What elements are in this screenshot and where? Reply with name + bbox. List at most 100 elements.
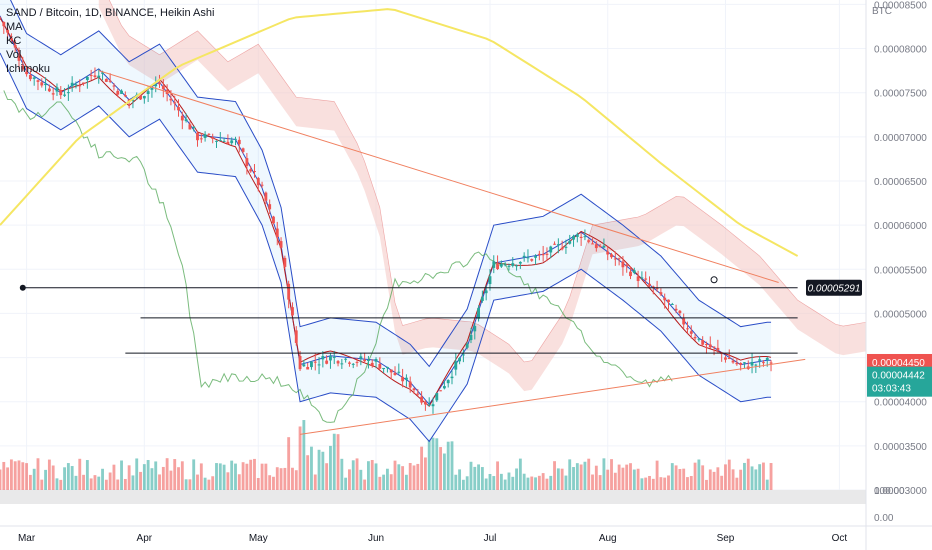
volume-bar xyxy=(754,469,758,490)
candle-body xyxy=(51,93,55,95)
volume-bar xyxy=(556,468,560,490)
candle-body xyxy=(158,82,161,85)
volume-bar xyxy=(237,474,241,490)
candle-body xyxy=(693,336,697,339)
candles xyxy=(0,16,773,414)
plot-area[interactable] xyxy=(0,0,866,490)
volume-bar xyxy=(127,465,131,490)
volume-bar xyxy=(131,475,135,490)
volume-bar xyxy=(621,467,625,490)
volume-bar xyxy=(667,475,670,490)
indicator-vol[interactable]: Vol xyxy=(6,49,22,61)
volume-bar xyxy=(222,464,226,490)
volume-bar xyxy=(636,468,640,490)
volume-bar xyxy=(420,446,424,490)
volume-bar xyxy=(625,464,629,490)
volume-bar xyxy=(602,458,606,490)
volume-bar xyxy=(359,469,363,490)
volume-bar xyxy=(442,453,446,490)
symbol-title[interactable]: SAND / Bitcoin, 1D, BINANCE, Heikin Ashi xyxy=(6,7,215,19)
candle-body xyxy=(743,362,746,364)
volume-bar xyxy=(477,464,481,490)
candle-body xyxy=(180,115,184,121)
candle-body xyxy=(313,361,317,363)
indicator-ichimoku[interactable]: Ichimoku xyxy=(6,63,51,75)
candle-body xyxy=(241,148,245,152)
candle-body xyxy=(427,404,431,406)
volume-bar xyxy=(85,460,89,490)
indicator-kc[interactable]: KC xyxy=(6,35,22,47)
candle-body xyxy=(275,228,279,238)
time-axis[interactable]: Mar Apr May Jun Jul Aug Sep Oct xyxy=(18,533,847,544)
indicator-ma[interactable]: MA xyxy=(6,21,23,33)
current-high-tag-bg xyxy=(867,353,932,370)
volume-bar xyxy=(583,461,587,490)
volume-bar xyxy=(385,468,389,490)
candle-body xyxy=(511,263,515,266)
time-tick-label: Mar xyxy=(18,533,36,544)
drawings[interactable] xyxy=(19,70,806,435)
candle-body xyxy=(59,90,63,96)
candle-body xyxy=(215,140,218,142)
current-price-bg xyxy=(867,366,932,397)
volume-bar xyxy=(78,458,82,490)
volume-bar xyxy=(116,479,120,490)
currency-label: BTC xyxy=(872,6,892,17)
volume-bar xyxy=(89,478,93,490)
candle-body xyxy=(515,265,518,267)
candle-body xyxy=(522,255,526,258)
candle-body xyxy=(32,77,36,79)
volume-bar xyxy=(218,463,222,490)
volume-bar xyxy=(530,476,534,490)
volume-bar xyxy=(765,479,769,490)
pane-separator[interactable] xyxy=(0,490,866,504)
candle-body xyxy=(21,65,25,70)
candle-body xyxy=(74,84,78,86)
candle-body xyxy=(218,139,222,141)
volume-bar xyxy=(165,458,169,490)
candle-body xyxy=(47,88,51,92)
volume-bar xyxy=(268,475,272,490)
volume-bar xyxy=(393,460,397,490)
time-tick-label: Apr xyxy=(137,533,153,544)
volume-bar xyxy=(431,437,435,490)
volume-bar xyxy=(435,438,439,490)
candle-body xyxy=(488,276,492,285)
volume-bar xyxy=(518,458,522,490)
lagging-span xyxy=(3,90,673,423)
volume-bar xyxy=(184,479,188,490)
volume-bar xyxy=(735,477,739,490)
candle-body xyxy=(439,390,443,392)
volume-bar xyxy=(454,474,458,490)
candle-body xyxy=(306,366,310,370)
candle-body xyxy=(272,216,275,224)
candle-body xyxy=(568,240,572,244)
volume-bar xyxy=(564,475,568,490)
candle-body xyxy=(36,80,40,82)
candle-body xyxy=(480,297,484,301)
candle-body xyxy=(492,261,496,268)
volume-bar xyxy=(568,459,572,490)
candle-body xyxy=(207,133,211,135)
price-tick-label: 0.00006500 xyxy=(874,177,927,188)
candle-body xyxy=(0,17,2,19)
volume-bar xyxy=(659,477,663,490)
volume-bar xyxy=(724,464,727,490)
ichimoku-cloud xyxy=(98,0,866,392)
price-tick-label: 0.00008000 xyxy=(874,45,927,56)
candle-body xyxy=(40,82,44,86)
volume-bar xyxy=(199,463,203,490)
volume-bar xyxy=(522,473,526,490)
volume-bar xyxy=(758,464,762,490)
candle-body xyxy=(724,357,727,360)
candle-body xyxy=(93,75,97,77)
volume-bar xyxy=(93,475,97,490)
volume-bar xyxy=(142,464,146,490)
price-tick-label: 0.00005500 xyxy=(874,265,927,276)
candle-body xyxy=(211,137,215,139)
candle-body xyxy=(632,270,636,273)
volume-bar xyxy=(82,474,85,490)
candle-body xyxy=(25,71,29,75)
